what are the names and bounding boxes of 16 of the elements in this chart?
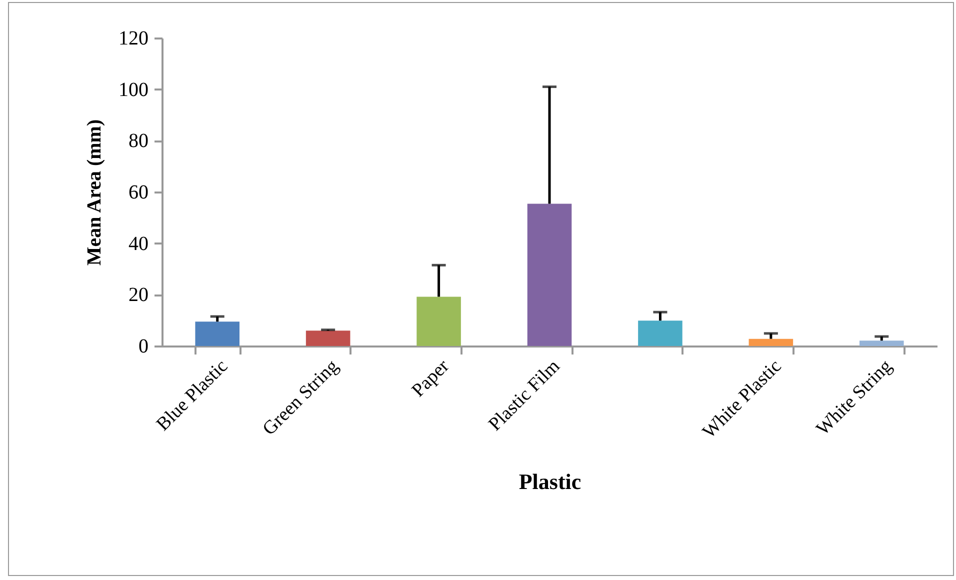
bar <box>748 338 794 346</box>
y-tick-label: 60 <box>128 182 148 204</box>
bar <box>527 204 572 346</box>
bar <box>195 322 240 346</box>
y-tick-label: 80 <box>128 130 148 152</box>
y-tick-label: 120 <box>118 28 148 50</box>
y-tick-label: 100 <box>118 78 148 101</box>
bar <box>416 296 461 346</box>
y-axis-title: Mean Area (mm) <box>84 119 106 266</box>
bar <box>306 330 350 346</box>
x-axis-title: Plastic <box>518 468 582 494</box>
bar <box>860 340 904 346</box>
bar <box>638 320 682 346</box>
y-tick-label: 40 <box>128 232 148 255</box>
y-tick-label: 0 <box>138 336 148 358</box>
y-tick-label: 20 <box>128 284 148 306</box>
